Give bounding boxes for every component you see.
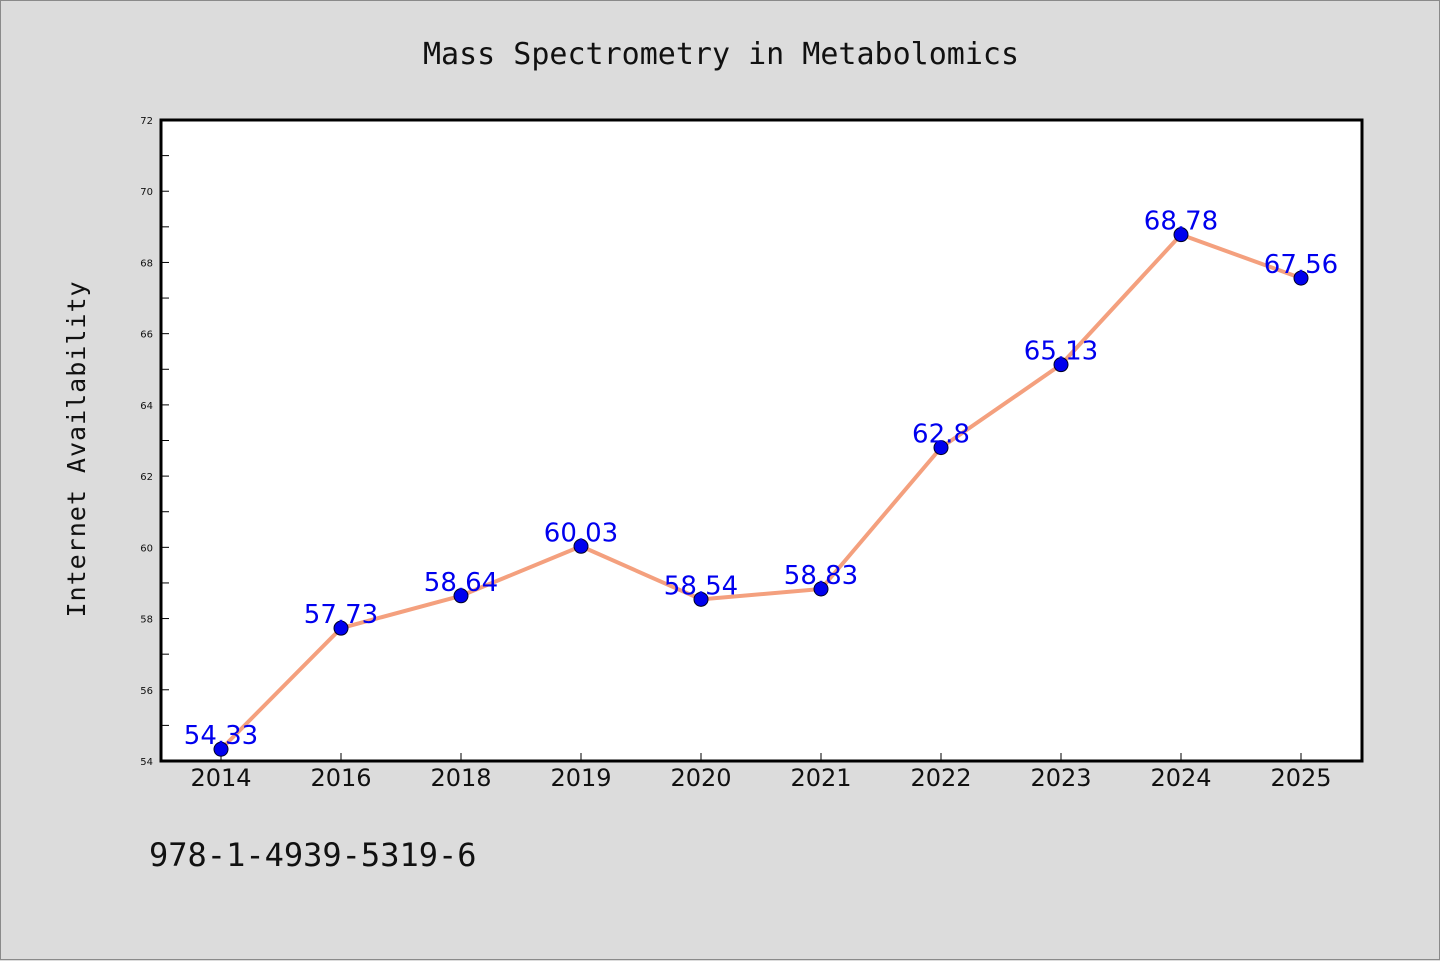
x-tick-label: 2018 bbox=[430, 764, 491, 792]
x-tick-label: 2016 bbox=[310, 764, 371, 792]
data-label: 57.73 bbox=[304, 600, 378, 630]
series-line bbox=[219, 232, 1303, 752]
data-point-marker bbox=[573, 538, 589, 554]
data-point-marker bbox=[213, 741, 229, 757]
data-label: 58.64 bbox=[424, 568, 498, 598]
plot-area bbox=[161, 120, 1362, 761]
data-label: 62.8 bbox=[912, 420, 970, 450]
y-tick-label: 68 bbox=[140, 258, 153, 269]
x-tick-label: 2019 bbox=[550, 764, 611, 792]
data-label: 58.54 bbox=[664, 571, 738, 601]
data-point-marker bbox=[1053, 357, 1069, 373]
marker-group bbox=[213, 227, 1309, 757]
series-line-group bbox=[219, 232, 1303, 752]
y-tick-label: 56 bbox=[140, 686, 153, 697]
x-axis: 2014 2016 2018 2019 2020 2021 2022 2023 2024 2025 bbox=[190, 753, 1332, 792]
y-tick-label: 60 bbox=[140, 543, 153, 554]
data-label: 68.78 bbox=[1144, 207, 1218, 237]
x-tick-label: 2014 bbox=[190, 764, 251, 792]
y-tick-label: 72 bbox=[140, 116, 153, 127]
data-label-group: 54.33 57.73 58.64 60.03 58.54 58.83 62.8 65.13 6… bbox=[184, 207, 1338, 752]
y-tick-label: 62 bbox=[140, 472, 153, 483]
y-tick-label: 64 bbox=[140, 401, 153, 412]
data-point-marker bbox=[933, 440, 949, 456]
data-label: 65.13 bbox=[1024, 337, 1098, 367]
y-axis-label: Internet Availability bbox=[62, 280, 91, 617]
data-label: 67.56 bbox=[1264, 250, 1338, 280]
data-point-marker bbox=[1173, 227, 1189, 243]
y-tick-label: 70 bbox=[140, 187, 153, 198]
y-tick-label: 54 bbox=[140, 757, 153, 768]
x-tick-label: 2020 bbox=[670, 764, 731, 792]
x-tick-label: 2024 bbox=[1150, 764, 1211, 792]
data-label: 54.33 bbox=[184, 721, 258, 751]
x-tick-label: 2021 bbox=[790, 764, 851, 792]
data-point-marker bbox=[813, 581, 829, 597]
data-label: 58.83 bbox=[784, 561, 858, 591]
x-tick-label: 2022 bbox=[910, 764, 971, 792]
y-tick-label: 58 bbox=[140, 615, 153, 626]
data-point-marker bbox=[693, 591, 709, 607]
plot-border bbox=[159, 118, 1364, 763]
y-tick-label: 66 bbox=[140, 330, 153, 341]
data-point-marker bbox=[453, 588, 469, 604]
chart-title: Mass Spectrometry in Metabolomics bbox=[423, 37, 1019, 72]
footer-code: 978-1-4939-5319-6 bbox=[149, 836, 477, 874]
x-tick-label: 2025 bbox=[1270, 764, 1331, 792]
data-point-marker bbox=[333, 620, 349, 636]
data-label: 60.03 bbox=[544, 518, 618, 548]
data-point-marker bbox=[1293, 270, 1309, 286]
x-tick-label: 2023 bbox=[1030, 764, 1091, 792]
